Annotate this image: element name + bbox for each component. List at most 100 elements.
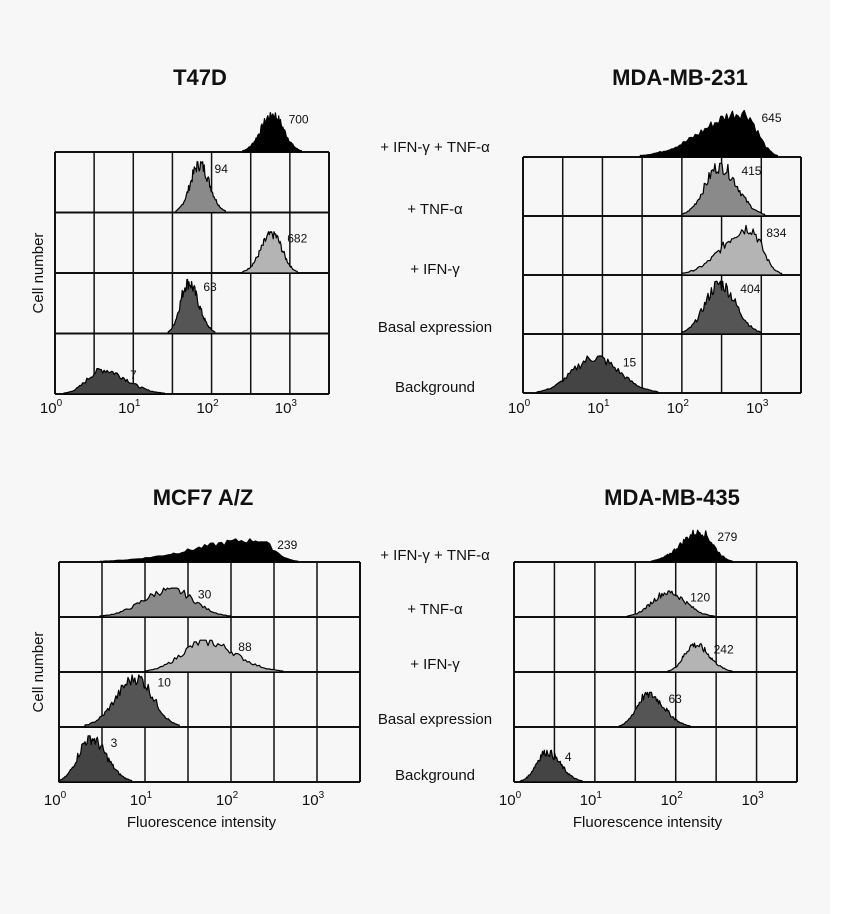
x-tick-label: 100 bbox=[40, 398, 63, 417]
tick-base: 10 bbox=[40, 400, 57, 417]
tick-base: 10 bbox=[302, 792, 319, 809]
mean-fluorescence-label: 834 bbox=[766, 226, 786, 240]
x-tick-label: 101 bbox=[130, 790, 153, 809]
histogram-basal bbox=[84, 674, 180, 728]
mean-fluorescence-label: 415 bbox=[741, 164, 761, 178]
histogram-background bbox=[63, 368, 165, 395]
x-tick-label: 101 bbox=[580, 790, 603, 809]
x-tick-label: 100 bbox=[499, 790, 522, 809]
condition-label: + IFN-γ bbox=[410, 261, 460, 278]
x-tick-label: 100 bbox=[44, 790, 67, 809]
x-tick-label: 103 bbox=[275, 398, 298, 417]
histogram-tnf bbox=[175, 161, 226, 214]
histogram-background bbox=[536, 355, 659, 394]
histogram-ifn bbox=[667, 642, 733, 673]
tick-exponent: 0 bbox=[516, 790, 522, 801]
x-axis-label: Fluorescence intensity bbox=[127, 814, 277, 831]
condition-label: + TNF-α bbox=[407, 601, 463, 618]
tick-base: 10 bbox=[661, 792, 678, 809]
mean-fluorescence-label: 682 bbox=[287, 232, 307, 246]
mean-fluorescence-label: 63 bbox=[203, 280, 217, 294]
condition-label: Basal expression bbox=[378, 711, 492, 728]
mean-fluorescence-label: 242 bbox=[714, 643, 734, 657]
histogram-ifn-tnf bbox=[99, 538, 299, 563]
histogram-basal bbox=[167, 278, 216, 335]
histogram-ifn-tnf bbox=[242, 112, 302, 153]
tick-base: 10 bbox=[216, 792, 233, 809]
mean-fluorescence-label: 10 bbox=[158, 676, 172, 690]
tick-exponent: 2 bbox=[677, 790, 683, 801]
x-tick-label: 100 bbox=[508, 398, 531, 417]
histogram-basal bbox=[618, 691, 691, 728]
tick-base: 10 bbox=[580, 792, 597, 809]
histogram-basal bbox=[681, 280, 762, 335]
panel-title: T47D bbox=[173, 65, 227, 90]
y-axis-label: Cell number bbox=[30, 233, 47, 314]
tick-base: 10 bbox=[587, 400, 604, 417]
tick-exponent: 3 bbox=[763, 398, 769, 409]
tick-exponent: 2 bbox=[233, 790, 239, 801]
x-axis-label: Fluorescence intensity bbox=[573, 814, 723, 831]
tick-base: 10 bbox=[118, 400, 135, 417]
x-tick-label: 102 bbox=[667, 398, 690, 417]
x-tick-label: 101 bbox=[118, 398, 141, 417]
mean-fluorescence-label: 3 bbox=[111, 736, 118, 750]
condition-label: Basal expression bbox=[378, 319, 492, 336]
x-tick-label: 101 bbox=[587, 398, 610, 417]
mean-fluorescence-label: 4 bbox=[565, 750, 572, 764]
histogram-tnf bbox=[99, 587, 232, 618]
x-tick-label: 103 bbox=[746, 398, 769, 417]
histogram-ifn bbox=[242, 231, 298, 274]
tick-base: 10 bbox=[508, 400, 525, 417]
mean-fluorescence-label: 700 bbox=[289, 112, 309, 126]
condition-label: Background bbox=[395, 767, 475, 784]
tick-exponent: 3 bbox=[758, 790, 764, 801]
histogram-ifn-tnf bbox=[650, 529, 733, 563]
x-tick-label: 103 bbox=[302, 790, 325, 809]
tick-exponent: 3 bbox=[319, 790, 325, 801]
histogram-background bbox=[58, 735, 133, 783]
mean-fluorescence-label: 15 bbox=[623, 356, 637, 370]
histogram-ifn bbox=[681, 224, 783, 276]
tick-base: 10 bbox=[499, 792, 516, 809]
mean-fluorescence-label: 279 bbox=[717, 530, 737, 544]
tick-base: 10 bbox=[275, 400, 292, 417]
tick-exponent: 0 bbox=[61, 790, 67, 801]
panel-title: MDA-MB-231 bbox=[612, 65, 748, 90]
mean-fluorescence-label: 63 bbox=[668, 692, 682, 706]
tick-base: 10 bbox=[196, 400, 213, 417]
panel-title: MDA-MB-435 bbox=[604, 485, 740, 510]
mean-fluorescence-label: 645 bbox=[762, 111, 782, 125]
histogram-ifn bbox=[144, 639, 284, 673]
panel-title: MCF7 A/Z bbox=[153, 485, 254, 510]
condition-label: + IFN-γ + TNF-α bbox=[380, 547, 490, 564]
x-tick-label: 103 bbox=[741, 790, 764, 809]
condition-label: Background bbox=[395, 379, 475, 396]
mean-fluorescence-label: 94 bbox=[215, 162, 229, 176]
x-tick-label: 102 bbox=[661, 790, 684, 809]
mean-fluorescence-label: 404 bbox=[740, 282, 760, 296]
mean-fluorescence-label: 239 bbox=[277, 538, 297, 552]
tick-base: 10 bbox=[667, 400, 684, 417]
condition-label: + IFN-γ bbox=[410, 656, 460, 673]
tick-exponent: 0 bbox=[57, 398, 63, 409]
tick-exponent: 1 bbox=[135, 398, 141, 409]
tick-exponent: 2 bbox=[213, 398, 219, 409]
histogram-ifn-tnf bbox=[639, 109, 779, 158]
tick-base: 10 bbox=[741, 792, 758, 809]
tick-base: 10 bbox=[746, 400, 763, 417]
tick-exponent: 1 bbox=[604, 398, 610, 409]
mean-fluorescence-label: 7 bbox=[130, 368, 137, 382]
tick-exponent: 2 bbox=[683, 398, 689, 409]
mean-fluorescence-label: 30 bbox=[198, 588, 212, 602]
tick-exponent: 0 bbox=[525, 398, 531, 409]
tick-exponent: 1 bbox=[147, 790, 153, 801]
tick-exponent: 3 bbox=[291, 398, 297, 409]
histogram-background bbox=[519, 749, 583, 783]
x-tick-label: 102 bbox=[196, 398, 219, 417]
